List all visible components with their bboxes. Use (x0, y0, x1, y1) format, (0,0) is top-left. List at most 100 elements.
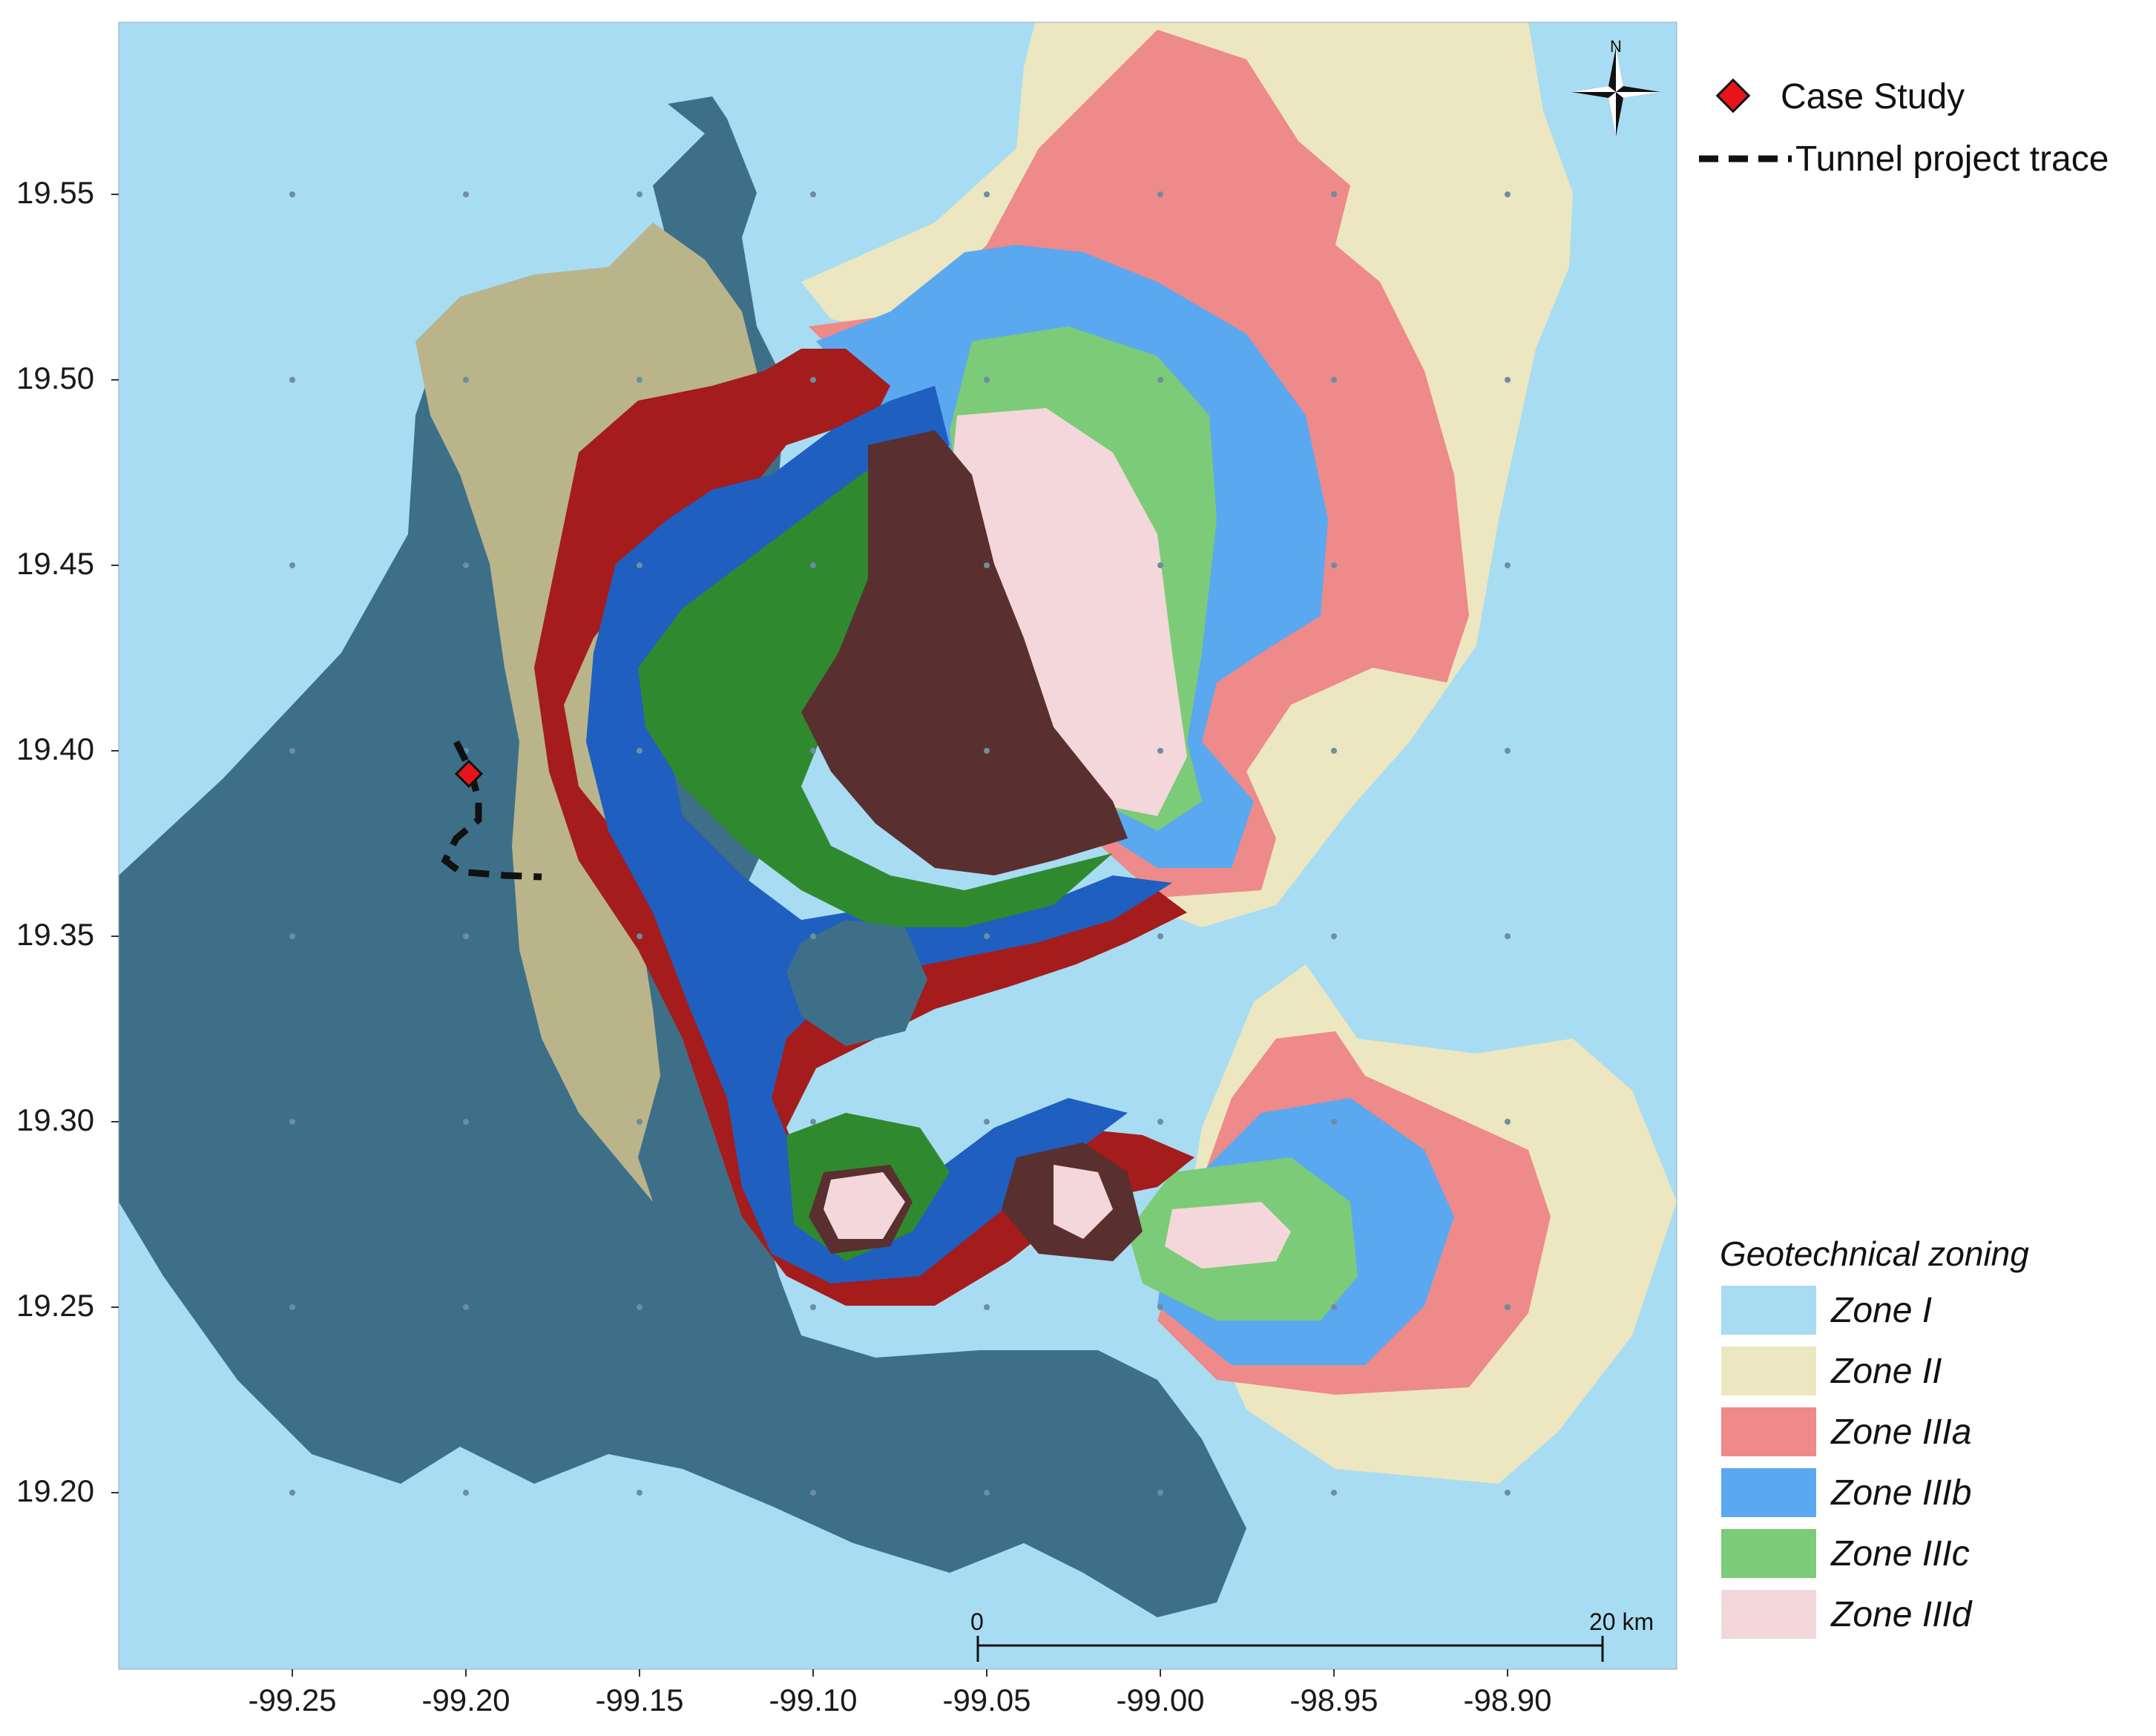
graticule-dot (984, 933, 990, 939)
scale-bar (976, 1636, 1604, 1662)
zone-iiid-inner-south (824, 1172, 905, 1239)
graticule-dot (463, 933, 469, 939)
graticule-dot (637, 191, 642, 197)
graticule-dot (1331, 562, 1337, 568)
graticule-dot (637, 562, 642, 568)
y-tick-label: 19.40 (16, 731, 95, 766)
graticule-dot (810, 562, 816, 568)
zone-legend-item: Zone IIIa (1720, 1401, 2135, 1462)
graticule-dot (810, 933, 816, 939)
graticule-dot (1157, 562, 1163, 568)
inner-ring-area (786, 920, 927, 1046)
graticule-dot (289, 562, 295, 568)
legend-case-study-label: Case Study (1781, 76, 1965, 116)
zone-legend-item: Zone II (1720, 1341, 2135, 1401)
graticule-dot (289, 933, 295, 939)
y-tick-label: 19.25 (16, 1288, 95, 1323)
graticule-dot (1331, 748, 1337, 754)
scale-start-label: 0 (970, 1608, 984, 1635)
graticule-dot (1505, 377, 1511, 383)
graticule-dot (1505, 933, 1511, 939)
zoning-legend: Geotechnical zoning Zone I Zone II Zone … (1720, 1228, 2135, 1645)
graticule-dot (289, 377, 295, 383)
map-frame (118, 22, 1677, 1670)
graticule-dot (1157, 1119, 1163, 1125)
x-tick-label: -99.15 (595, 1683, 684, 1717)
zone-iiic-swatch (1720, 1528, 1818, 1579)
graticule-dot (1331, 191, 1337, 197)
y-tick-label: 19.45 (16, 546, 95, 581)
graticule-dot (1505, 562, 1511, 568)
graticule-dot (289, 191, 295, 197)
graticule-dot (463, 377, 469, 383)
graticule-dot (289, 748, 295, 754)
zone-iiia-urban-ring (534, 349, 1194, 1306)
x-tick-label: -99.00 (1116, 1683, 1205, 1717)
graticule-dot (1505, 1304, 1511, 1310)
graticule-dot (463, 562, 469, 568)
north-arrow-icon (1571, 47, 1660, 137)
zone-ii-swatch (1720, 1345, 1818, 1397)
legend-tunnel-label: Tunnel project trace (1795, 139, 2109, 179)
zone-iiid-urban (801, 430, 1128, 875)
graticule-dot (984, 191, 990, 197)
zone-legend-item: Zone IIId (1720, 1584, 2135, 1645)
zone-ii-label: Zone II (1831, 1351, 1942, 1391)
graticule-dot (810, 191, 816, 197)
graticule-points (289, 191, 1511, 1496)
graticule-dot (637, 1490, 642, 1496)
graticule-dot (810, 1490, 816, 1496)
graticule-dot (1157, 1304, 1163, 1310)
y-tick-label: 19.50 (16, 361, 95, 395)
graticule-dot (637, 377, 642, 383)
graticule-dot (1157, 933, 1163, 939)
zone-i-swatch (1720, 1284, 1818, 1336)
y-tick-label: 19.55 (16, 175, 95, 210)
graticule-dot (289, 1490, 295, 1496)
graticule-dot (1157, 191, 1163, 197)
graticule-dot (984, 1304, 990, 1310)
graticule-dot (1505, 191, 1511, 197)
graticule-dot (810, 1304, 816, 1310)
x-tick-label: -99.05 (942, 1683, 1031, 1717)
y-tick-label: 19.35 (16, 917, 95, 952)
north-label: N (1610, 37, 1622, 56)
graticule-dot (1505, 1119, 1511, 1125)
zone-iiid-label: Zone IIId (1831, 1594, 1972, 1634)
graticule-dot (637, 1304, 642, 1310)
case-study-marker (454, 759, 484, 789)
graticule-dot (1331, 1119, 1337, 1125)
graticule-dot (637, 933, 642, 939)
zone-legend-item: Zone I (1720, 1280, 2135, 1341)
graticule-dot (1505, 1490, 1511, 1496)
graticule-dot (1331, 1304, 1337, 1310)
graticule-dot (810, 1119, 816, 1125)
x-tick-label: -99.10 (769, 1683, 858, 1717)
graticule-dot (463, 1304, 469, 1310)
graticule-dot (1331, 1490, 1337, 1496)
zone-legend-item: Zone IIIc (1720, 1523, 2135, 1584)
graticule-dot (1505, 748, 1511, 754)
zone-i-label: Zone I (1831, 1290, 1933, 1330)
graticule-dot (984, 1490, 990, 1496)
legend-case-study: Case Study (1699, 74, 1965, 119)
zone-iiid-inner-south-2 (1054, 1165, 1113, 1239)
graticule-dot (1331, 377, 1337, 383)
graticule-dot (984, 562, 990, 568)
graticule-dot (637, 1119, 642, 1125)
dashed-line-icon (1699, 155, 1792, 162)
zone-iiic-urban (638, 438, 1113, 927)
red-diamond-icon (1715, 78, 1751, 114)
zoning-legend-title: Geotechnical zoning (1720, 1234, 2029, 1273)
graticule-dot (463, 191, 469, 197)
x-tick-label: -99.25 (248, 1683, 337, 1717)
legend-tunnel: Tunnel project trace (1699, 137, 2109, 181)
graticule-dot (289, 1304, 295, 1310)
graticule-dot (810, 748, 816, 754)
zone-iiia-label: Zone IIIa (1831, 1412, 1972, 1452)
graticule-dot (463, 1490, 469, 1496)
zone-legend-item: Zone IIIb (1720, 1462, 2135, 1523)
y-tick-label: 19.20 (16, 1473, 95, 1508)
zone-iiib-label: Zone IIIb (1831, 1473, 1972, 1513)
